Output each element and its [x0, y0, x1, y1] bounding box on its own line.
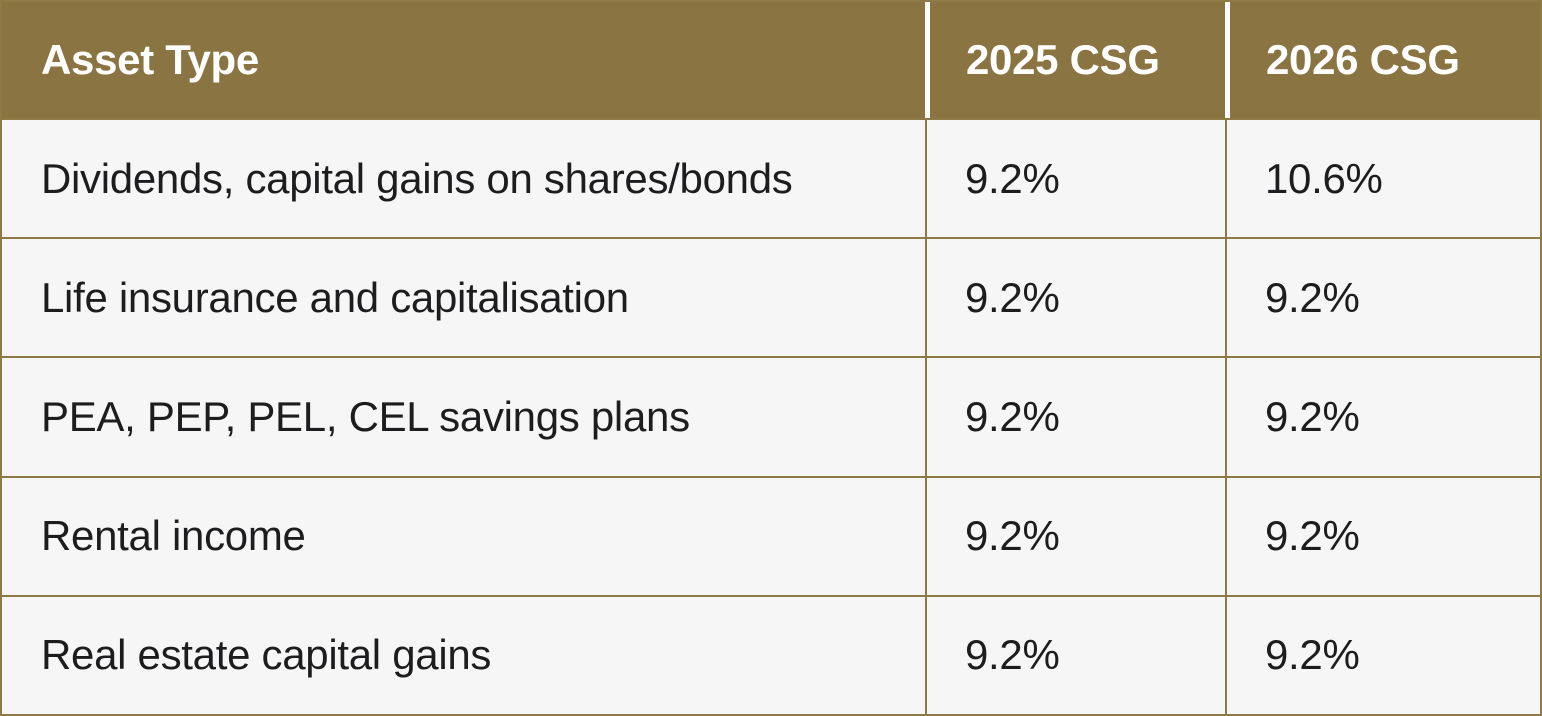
table-row-rental-income: Rental income 9.2% 9.2% [2, 475, 1540, 595]
csg-2025-cell: 9.2% [925, 596, 1225, 714]
asset-type-cell: PEA, PEP, PEL, CEL savings plans [41, 392, 690, 440]
column-header-2026-csg: 2026 CSG [1225, 2, 1540, 118]
table-header-row: Asset Type 2025 CSG 2026 CSG [2, 2, 1540, 118]
table-row-dividends: Dividends, capital gains on shares/bonds… [2, 118, 1540, 238]
column-header-asset-type: Asset Type [41, 36, 259, 83]
table-row-real-estate-gains: Real estate capital gains 9.2% 9.2% [2, 594, 1540, 714]
asset-type-cell: Real estate capital gains [41, 631, 492, 679]
csg-2025-cell: 9.2% [925, 239, 1225, 357]
asset-type-cell: Dividends, capital gains on shares/bonds [41, 154, 793, 202]
csg-2025-cell: 9.2% [925, 477, 1225, 595]
table-row-savings-plans: PEA, PEP, PEL, CEL savings plans 9.2% 9.… [2, 356, 1540, 476]
csg-2026-cell: 9.2% [1225, 239, 1540, 357]
column-header-2025-csg: 2025 CSG [925, 2, 1225, 118]
csg-2026-cell: 9.2% [1225, 596, 1540, 714]
csg-2026-cell: 10.6% [1225, 120, 1540, 238]
csg-2026-cell: 9.2% [1225, 477, 1540, 595]
csg-2025-cell: 9.2% [925, 358, 1225, 476]
asset-type-cell: Rental income [41, 512, 306, 560]
csg-2025-cell: 9.2% [925, 120, 1225, 238]
table-row-life-insurance: Life insurance and capitalisation 9.2% 9… [2, 237, 1540, 357]
asset-type-cell: Life insurance and capitalisation [41, 273, 629, 321]
csg-2026-cell: 9.2% [1225, 358, 1540, 476]
